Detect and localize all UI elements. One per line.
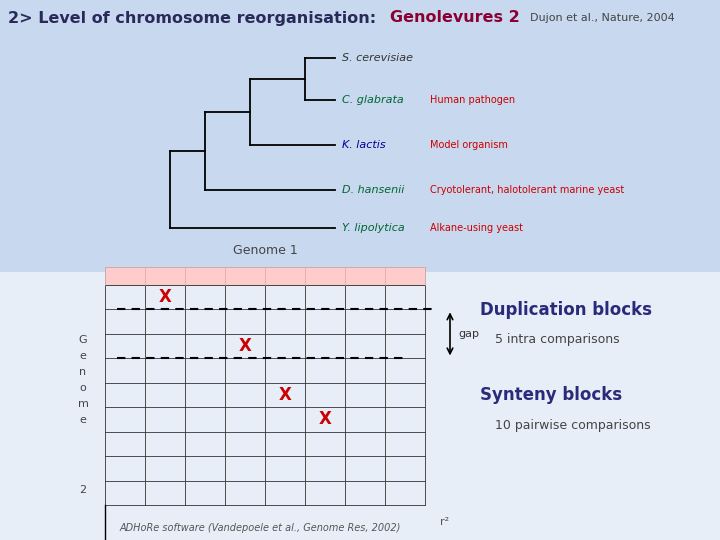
Bar — [0, 0, 720, 272]
Text: gap: gap — [458, 329, 479, 339]
Text: e: e — [80, 351, 86, 361]
Text: S. cerevisiae: S. cerevisiae — [342, 53, 413, 63]
Text: X: X — [238, 337, 251, 355]
Text: Y. lipolytica: Y. lipolytica — [342, 223, 405, 233]
Text: Genolevures 2: Genolevures 2 — [390, 10, 520, 25]
Text: Dujon et al., Nature, 2004: Dujon et al., Nature, 2004 — [530, 13, 675, 23]
Text: o: o — [80, 383, 86, 393]
Text: G: G — [78, 335, 87, 345]
Text: 10 pairwise comparisons: 10 pairwise comparisons — [495, 418, 651, 431]
Bar — [0, 272, 720, 540]
Text: Duplication blocks: Duplication blocks — [480, 301, 652, 319]
Text: ADHoRe software (Vandepoele et al., Genome Res, 2002): ADHoRe software (Vandepoele et al., Geno… — [120, 523, 401, 533]
Text: X: X — [318, 410, 331, 428]
Text: 2: 2 — [79, 485, 86, 495]
Text: Human pathogen: Human pathogen — [430, 95, 515, 105]
Text: Model organism: Model organism — [430, 140, 508, 150]
Text: 2> Level of chromosome reorganisation:: 2> Level of chromosome reorganisation: — [8, 10, 376, 25]
Text: Genome 1: Genome 1 — [233, 244, 297, 257]
Text: r²: r² — [440, 517, 449, 527]
Text: K. lactis: K. lactis — [342, 140, 386, 150]
Text: X: X — [279, 386, 292, 404]
Text: Synteny blocks: Synteny blocks — [480, 386, 622, 404]
Bar — [105, 267, 425, 285]
Text: n: n — [79, 367, 86, 377]
Text: Alkane-using yeast: Alkane-using yeast — [430, 223, 523, 233]
Text: D. hansenii: D. hansenii — [342, 185, 405, 195]
Text: X: X — [158, 288, 171, 306]
Text: e: e — [80, 415, 86, 425]
Text: m: m — [78, 399, 89, 409]
Text: 5 intra comparisons: 5 intra comparisons — [495, 334, 620, 347]
Text: C. glabrata: C. glabrata — [342, 95, 404, 105]
Text: Cryotolerant, halotolerant marine yeast: Cryotolerant, halotolerant marine yeast — [430, 185, 624, 195]
